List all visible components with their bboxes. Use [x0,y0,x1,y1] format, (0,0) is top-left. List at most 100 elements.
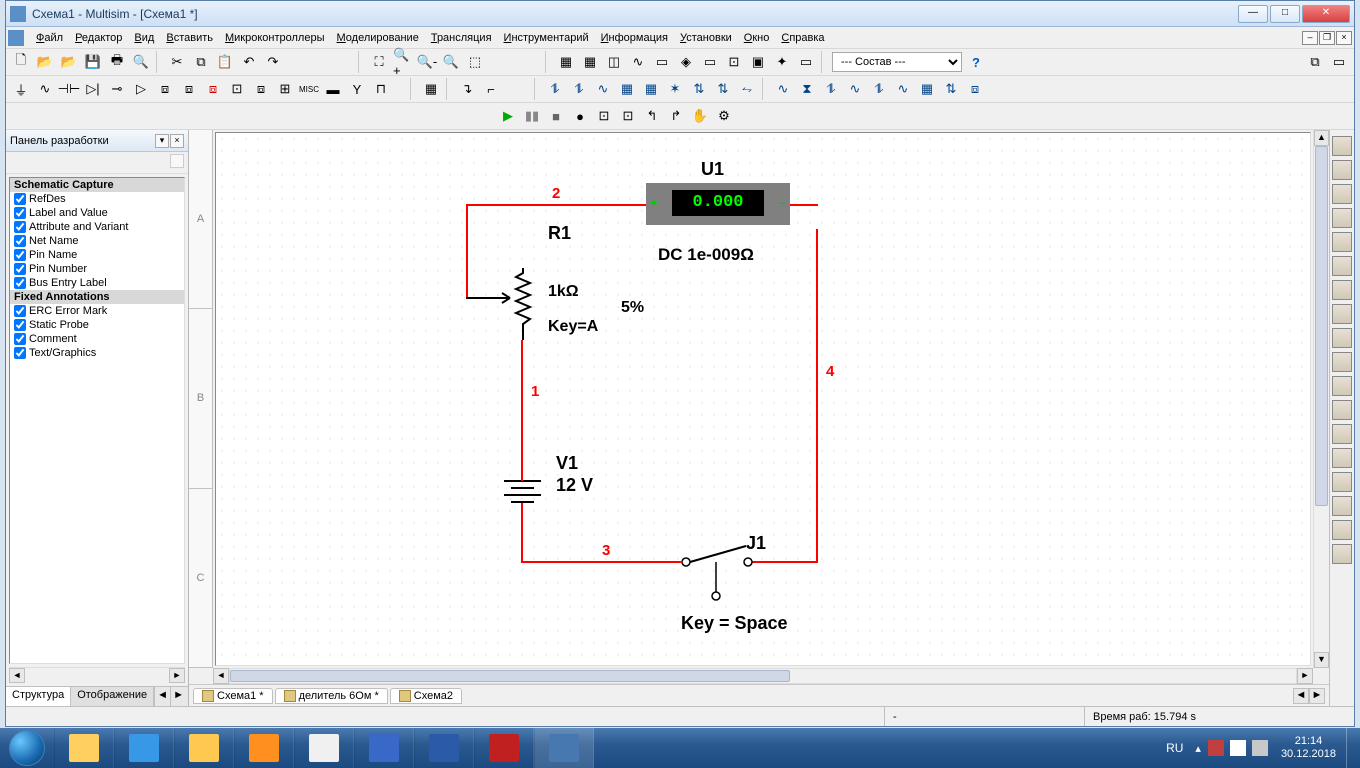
cmp-misc-icon[interactable]: MISC [298,78,320,100]
tree-item[interactable]: RefDes [10,192,184,206]
tree-checkbox[interactable] [14,277,26,289]
instrument-8-icon[interactable] [1332,328,1352,348]
tree-item[interactable]: Net Name [10,234,184,248]
cmp-res-icon[interactable]: ∿ [34,78,56,100]
show-desktop-button[interactable] [1346,728,1356,768]
instrument-16-icon[interactable] [1332,520,1352,540]
sim-6-icon[interactable]: ✋ [689,105,711,127]
cmp-b2-icon[interactable]: ⧈ [178,78,200,100]
menu-микроконтроллеры[interactable]: Микроконтроллеры [219,30,331,46]
tray-vol-icon[interactable] [1252,740,1268,756]
cmp-b4-icon[interactable]: ⊡ [226,78,248,100]
new-icon[interactable]: 🗋 [10,51,32,73]
hscroll-right-icon[interactable]: ► [1297,668,1313,684]
open-icon[interactable]: 📂 [34,51,56,73]
doc-tab[interactable]: делитель 6Ом * [275,688,388,704]
menu-трансляция[interactable]: Трансляция [425,30,498,46]
sig-14-icon[interactable]: ⥮ [868,78,890,100]
sim-7-icon[interactable]: ⚙ [713,105,735,127]
redo-icon[interactable]: ↷ [262,51,284,73]
cmp-diode-icon[interactable]: ▷| [82,78,104,100]
sig-8-icon[interactable]: ⇅ [712,78,734,100]
menu-окно[interactable]: Окно [738,30,776,46]
mdi-restore-button[interactable]: ❐ [1319,31,1335,45]
zoom-area-icon[interactable]: 🔍 [440,51,462,73]
tb-a4-icon[interactable]: ∿ [627,51,649,73]
tb-a10-icon[interactable]: ✦ [771,51,793,73]
mdi-close-button[interactable]: × [1336,31,1352,45]
tree-item[interactable]: Attribute and Variant [10,220,184,234]
maximize-button[interactable]: □ [1270,5,1300,23]
paste-icon[interactable]: 📋 [214,51,236,73]
panel-hscroll[interactable]: ◄► [9,667,185,683]
tb-a6-icon[interactable]: ◈ [675,51,697,73]
tb-a9-icon[interactable]: ▣ [747,51,769,73]
taskbar-media-button[interactable] [234,728,294,768]
tb-a8-icon[interactable]: ⊡ [723,51,745,73]
sim-5-icon[interactable]: ↱ [665,105,687,127]
tb-a3-icon[interactable]: ◫ [603,51,625,73]
sig-1-icon[interactable]: ⥮ [544,78,566,100]
sig-15-icon[interactable]: ∿ [892,78,914,100]
language-indicator[interactable]: RU [1158,741,1191,755]
cmp-b3-icon[interactable]: ⧈ [202,78,224,100]
taskbar-word-button[interactable] [414,728,474,768]
menu-инструментарий[interactable]: Инструментарий [498,30,595,46]
mdi-min-button[interactable]: – [1302,31,1318,45]
tb-a11-icon[interactable]: ▭ [795,51,817,73]
visibility-tree[interactable]: Schematic Capture RefDesLabel and ValueA… [9,177,185,664]
sig-9-icon[interactable]: ⥊ [736,78,758,100]
taskbar-chrome-button[interactable] [294,728,354,768]
open2-icon[interactable]: 📂 [58,51,80,73]
taskbar-folder-button[interactable] [174,728,234,768]
tree-item[interactable]: Bus Entry Label [10,276,184,290]
sim-1-icon[interactable]: ● [569,105,591,127]
cut-icon[interactable]: ✂ [166,51,188,73]
cmp-ground-icon[interactable]: ⏚ [10,78,32,100]
instrument-5-icon[interactable] [1332,256,1352,276]
v1-component[interactable] [496,473,556,503]
instrument-12-icon[interactable] [1332,424,1352,444]
sig-13-icon[interactable]: ∿ [844,78,866,100]
instrument-9-icon[interactable] [1332,352,1352,372]
menu-вставить[interactable]: Вставить [160,30,219,46]
taskbar-app1-button[interactable] [474,728,534,768]
doctab-left-icon[interactable]: ◄ [1293,688,1309,704]
sig-5-icon[interactable]: ▦ [640,78,662,100]
tree-checkbox[interactable] [14,207,26,219]
taskbar-explorer-button[interactable] [54,728,114,768]
cmp-b8-icon[interactable]: Y [346,78,368,100]
print-icon[interactable]: 🖶 [106,51,128,73]
canvas-vscroll[interactable]: ▲ ▼ [1313,130,1329,668]
preview-icon[interactable]: 🔍 [130,51,152,73]
panel-close-icon[interactable]: × [170,134,184,148]
copy-icon[interactable]: ⧉ [190,51,212,73]
instrument-2-icon[interactable] [1332,184,1352,204]
schematic-canvas[interactable]: U1 + 0.000 – DC 1e-009Ω R1 1kΩ [215,132,1311,666]
tree-item[interactable]: ERC Error Mark [10,304,184,318]
cmp-b7-icon[interactable]: ▬ [322,78,344,100]
menu-вид[interactable]: Вид [128,30,160,46]
tab-structure[interactable]: Структура [6,687,71,706]
sig-6-icon[interactable]: ✶ [664,78,686,100]
j1-component[interactable] [676,538,766,608]
tb-r2-icon[interactable]: ▭ [1328,51,1350,73]
cmp-b1-icon[interactable]: ⧈ [154,78,176,100]
tree-checkbox[interactable] [14,249,26,261]
panel-tab-right-icon[interactable]: ► [170,687,186,706]
tree-item[interactable]: Comment [10,332,184,346]
instrument-15-icon[interactable] [1332,496,1352,516]
instrument-14-icon[interactable] [1332,472,1352,492]
composition-select[interactable]: --- Состав --- [832,52,962,72]
sig-16-icon[interactable]: ▦ [916,78,938,100]
sig-17-icon[interactable]: ⇅ [940,78,962,100]
menu-информация[interactable]: Информация [595,30,674,46]
panel-pin-icon[interactable]: ▾ [155,134,169,148]
sim-4-icon[interactable]: ↰ [641,105,663,127]
instrument-7-icon[interactable] [1332,304,1352,324]
tb-a2-icon[interactable]: ▦ [579,51,601,73]
doc-tab[interactable]: Схема2 [390,688,462,704]
menu-справка[interactable]: Справка [775,30,830,46]
cmp-op-icon[interactable]: ▷ [130,78,152,100]
tree-item[interactable]: Pin Number [10,262,184,276]
